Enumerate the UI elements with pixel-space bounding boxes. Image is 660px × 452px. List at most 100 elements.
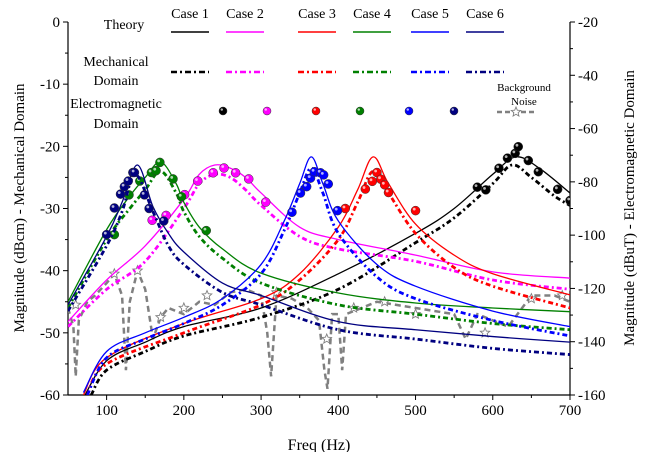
case-6-point-highlight: [146, 205, 150, 209]
y-right-tick-label: -80: [578, 175, 598, 191]
case-1-mechanical-line: [89, 163, 570, 395]
case-2-electromagnetic-point: [219, 163, 229, 173]
case-2-point-highlight: [263, 199, 266, 203]
case-6-electromagnetic-point: [101, 229, 112, 240]
y-right-tick-label: -100: [578, 228, 606, 244]
case-1-electromagnetic-point: [565, 195, 570, 206]
case-1-electromagnetic-point: [502, 153, 513, 163]
case-3-legend-label: Case 3: [298, 7, 336, 22]
case-3-electromagnetic-point: [367, 176, 378, 187]
y-left-tick-label: -60: [40, 388, 60, 404]
background-noise-marker: [479, 326, 491, 338]
case-1-point-highlight: [504, 155, 508, 159]
case-3-point-highlight: [369, 178, 373, 182]
legend: Theory Mechanical Domain Electromagnetic…: [70, 7, 551, 132]
case-2-legend-label: Case 2: [226, 7, 264, 22]
y-left-tick-label: -40: [40, 264, 60, 280]
case-2-electromagnetic-point: [230, 168, 241, 178]
case-1-legend-label: Case 1: [171, 7, 209, 22]
case-1-point-highlight: [525, 157, 529, 161]
case-1-point-highlight: [496, 165, 500, 169]
y-right-tick-label: -160: [578, 388, 606, 404]
case-5-point-highlight: [303, 183, 307, 187]
case-5-electromagnetic-point: [332, 205, 343, 216]
case-2-electromagnetic-point: [192, 176, 203, 186]
x-tick-label: 700: [559, 403, 582, 419]
case-2-electromagnetic-point: [243, 174, 254, 184]
case-1-electromagnetic-point: [513, 141, 524, 152]
case-6-electromagnetic-point: [139, 190, 150, 200]
x-tick-label: 100: [95, 403, 118, 419]
case-3-point-highlight: [385, 189, 389, 193]
case-3-electromagnetic-point: [360, 184, 371, 194]
case-2-point-highlight: [149, 217, 153, 221]
case-5-point-highlight: [334, 207, 338, 211]
background-noise-marker: [154, 311, 167, 323]
x-tick-label: 300: [250, 403, 273, 419]
case-5-point-highlight: [297, 190, 301, 193]
x-tick-label: 400: [327, 403, 350, 419]
y-right-tick-label: -20: [578, 15, 598, 31]
case-6-point-highlight: [103, 231, 107, 235]
plot-area: [68, 141, 570, 395]
background-noise-marker: [131, 264, 144, 276]
case-5-legend-label: Case 5: [411, 7, 449, 22]
legend-mechanical-label-2: Domain: [93, 74, 138, 89]
case-6-electromagnetic-point: [144, 203, 154, 214]
case-4-point-highlight: [111, 231, 115, 235]
x-tick-label: 600: [482, 403, 505, 419]
case-5-electromagnetic-point: [318, 170, 329, 180]
case-6-legend-electromagnetic: [449, 106, 459, 116]
y-right-tick-label: -120: [578, 281, 606, 297]
case-4-legend-highlight: [357, 108, 360, 111]
case-5-legend-electromagnetic: [404, 106, 414, 116]
case-2-legend-electromagnetic: [262, 106, 272, 116]
case-1-electromagnetic-point: [523, 155, 534, 166]
case-5-electromagnetic-point: [287, 207, 297, 217]
case-1-electromagnetic-point: [494, 163, 504, 174]
case-6-electromagnetic-point: [109, 203, 120, 213]
case-4-point-highlight: [178, 193, 182, 197]
legend-electromagnetic-label-2: Domain: [93, 117, 138, 132]
y-left-tick-label: -50: [40, 326, 60, 342]
case-1-point-highlight: [512, 150, 516, 154]
case-4-point-highlight: [157, 159, 161, 163]
case-5-point-highlight: [320, 172, 324, 175]
case-1-electromagnetic-point: [552, 184, 563, 195]
case-4-point-highlight: [148, 169, 152, 173]
case-4-legend-electromagnetic: [355, 106, 365, 116]
case-1-point-highlight: [567, 197, 570, 201]
case-6-mechanical-line: [68, 172, 570, 356]
case-4-point-highlight: [170, 176, 174, 179]
case-6-point-highlight: [125, 178, 129, 181]
case-3-point-highlight: [378, 176, 381, 180]
case-1-point-highlight: [515, 143, 519, 147]
case-4-point-highlight: [203, 227, 207, 231]
background-noise-marker: [409, 308, 422, 320]
y-right-tick-label: -40: [578, 68, 598, 84]
legend-mechanical-label-1: Mechanical: [83, 55, 148, 70]
case-1-point-highlight: [535, 168, 539, 172]
case-5-theory-line: [82, 156, 570, 393]
y-left-tick-label: 0: [53, 15, 61, 31]
case-6-electromagnetic-point: [159, 216, 169, 226]
case-3-legend-highlight: [313, 108, 316, 111]
case-6-legend-highlight: [451, 108, 454, 111]
case-1-electromagnetic-point: [533, 166, 544, 177]
case-3-legend-electromagnetic: [311, 106, 321, 116]
x-tick-label: 200: [173, 403, 196, 419]
case-6-point-highlight: [161, 218, 164, 221]
case-4-point-highlight: [153, 167, 157, 171]
case-1-electromagnetic-point: [481, 185, 491, 195]
case-5-legend-highlight: [406, 108, 409, 111]
case-4-electromagnetic-point: [168, 174, 178, 184]
case-2-electromagnetic-point: [260, 197, 271, 207]
legend-noise-label-1: Background: [497, 82, 551, 94]
background-noise-marker: [320, 332, 333, 345]
legend-noise-label-2: Noise: [511, 96, 537, 108]
x-tick-label: 500: [404, 403, 427, 419]
case-6-point-highlight: [121, 183, 125, 187]
case-2-point-highlight: [221, 165, 225, 168]
case-6-point-highlight: [117, 191, 121, 195]
case-5-point-highlight: [289, 209, 293, 213]
